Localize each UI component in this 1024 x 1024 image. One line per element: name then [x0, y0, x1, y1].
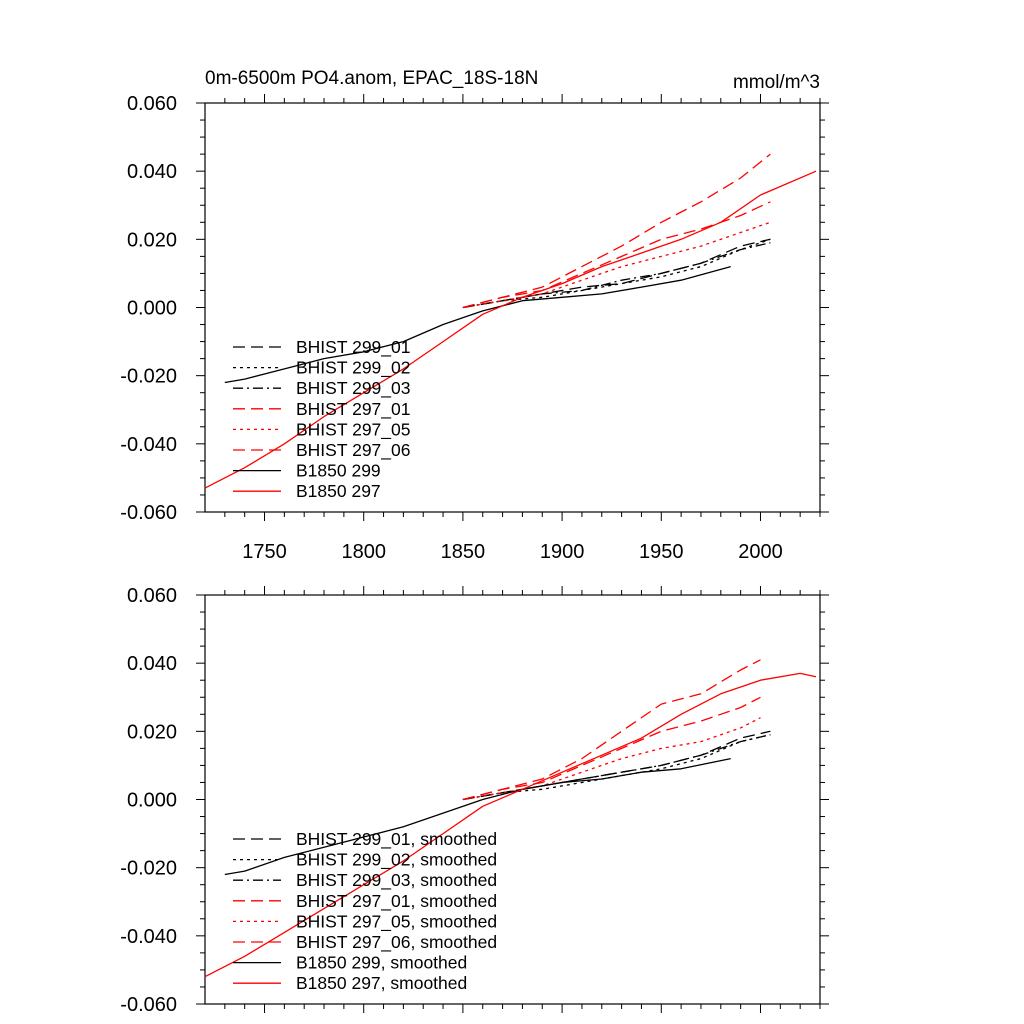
- legend-label: BHIST 297_06: [296, 440, 410, 461]
- series-group-bottom: [204, 659, 817, 978]
- y-tick-label: -0.020: [120, 858, 177, 880]
- legend-label: B1850 299: [296, 461, 381, 481]
- legend-label: B1850 297, smoothed: [296, 973, 467, 993]
- series-line-bhist-297-05-smoothed: [462, 717, 761, 801]
- chart-units: mmol/m^3: [733, 72, 820, 93]
- legend-label: BHIST 299_03: [296, 378, 410, 399]
- series-line-bhist-297-06-smoothed: [462, 696, 761, 801]
- legend-label: BHIST 299_01, smoothed: [296, 829, 497, 850]
- series-line-bhist-299-03: [462, 242, 771, 309]
- y-axis-top: -0.060 -0.040 -0.020 0.000 0.020 0.040 0.060: [120, 93, 829, 524]
- chart-title: 0m-6500m PO4.anom, EPAC_18S-18N: [205, 68, 538, 89]
- x-tick-label: 1850: [441, 541, 486, 563]
- x-axis-top: 1750 1800 1850 1900 1950 2000: [224, 94, 821, 563]
- series-line-b1850-297: [204, 170, 817, 489]
- x-tick-label: 1800: [341, 541, 386, 563]
- series-line-bhist-297-01-smoothed: [462, 659, 761, 801]
- series-line-bhist-297-01: [462, 153, 771, 309]
- y-tick-label: 0.020: [127, 229, 177, 251]
- y-tick-label: -0.040: [120, 926, 177, 948]
- series-line-b1850-299: [224, 265, 731, 384]
- legend-label: BHIST 297_05: [296, 419, 410, 440]
- y-tick-label: -0.040: [120, 434, 177, 456]
- y-tick-label: 0.040: [127, 653, 177, 675]
- y-tick-label: 0.000: [127, 298, 177, 320]
- x-tick-label: 1900: [540, 541, 585, 563]
- legend-label: BHIST 297_06, smoothed: [296, 932, 497, 953]
- series-line-bhist-299-01-smoothed: [462, 730, 771, 801]
- legend-label: BHIST 297_05, smoothed: [296, 911, 497, 932]
- panel-top: 0m-6500m PO4.anom, EPAC_18S-18N mmol/m^3…: [120, 68, 829, 563]
- y-tick-label: 0.060: [127, 93, 177, 115]
- legend-label: BHIST 299_02, smoothed: [296, 850, 497, 871]
- x-axis-bottom: [224, 586, 821, 1013]
- legend-label: BHIST 299_01: [296, 337, 410, 358]
- series-line-b1850-297-smoothed: [204, 672, 817, 978]
- legend-label: BHIST 299_03, smoothed: [296, 870, 497, 891]
- y-axis-bottom: -0.060 -0.040 -0.020 0.000 0.020 0.040 0.060: [120, 585, 829, 1016]
- series-group-top: [204, 153, 817, 489]
- series-line-b1850-299-smoothed: [224, 757, 731, 876]
- legend-label: BHIST 299_02: [296, 358, 410, 379]
- y-tick-label: 0.060: [127, 585, 177, 607]
- legend-label: B1850 297: [296, 481, 381, 501]
- series-line-bhist-297-05: [462, 221, 771, 309]
- series-line-bhist-299-03-smoothed: [462, 734, 771, 801]
- legend-label: B1850 299, smoothed: [296, 953, 467, 973]
- x-tick-label: 1750: [242, 541, 287, 563]
- series-line-bhist-297-06: [462, 201, 771, 309]
- legend-label: BHIST 297_01, smoothed: [296, 891, 497, 912]
- x-tick-label: 1950: [639, 541, 684, 563]
- y-tick-label: 0.040: [127, 161, 177, 183]
- series-line-bhist-299-01: [462, 238, 771, 309]
- legend-label: BHIST 297_01: [296, 399, 410, 420]
- y-tick-label: -0.020: [120, 366, 177, 388]
- y-tick-label: -0.060: [120, 994, 177, 1016]
- x-tick-label: 2000: [738, 541, 783, 563]
- y-tick-label: 0.000: [127, 790, 177, 812]
- y-tick-label: 0.020: [127, 721, 177, 743]
- panel-bottom: -0.060 -0.040 -0.020 0.000 0.020 0.040 0.060 B…: [120, 585, 829, 1016]
- y-tick-label: -0.060: [120, 502, 177, 524]
